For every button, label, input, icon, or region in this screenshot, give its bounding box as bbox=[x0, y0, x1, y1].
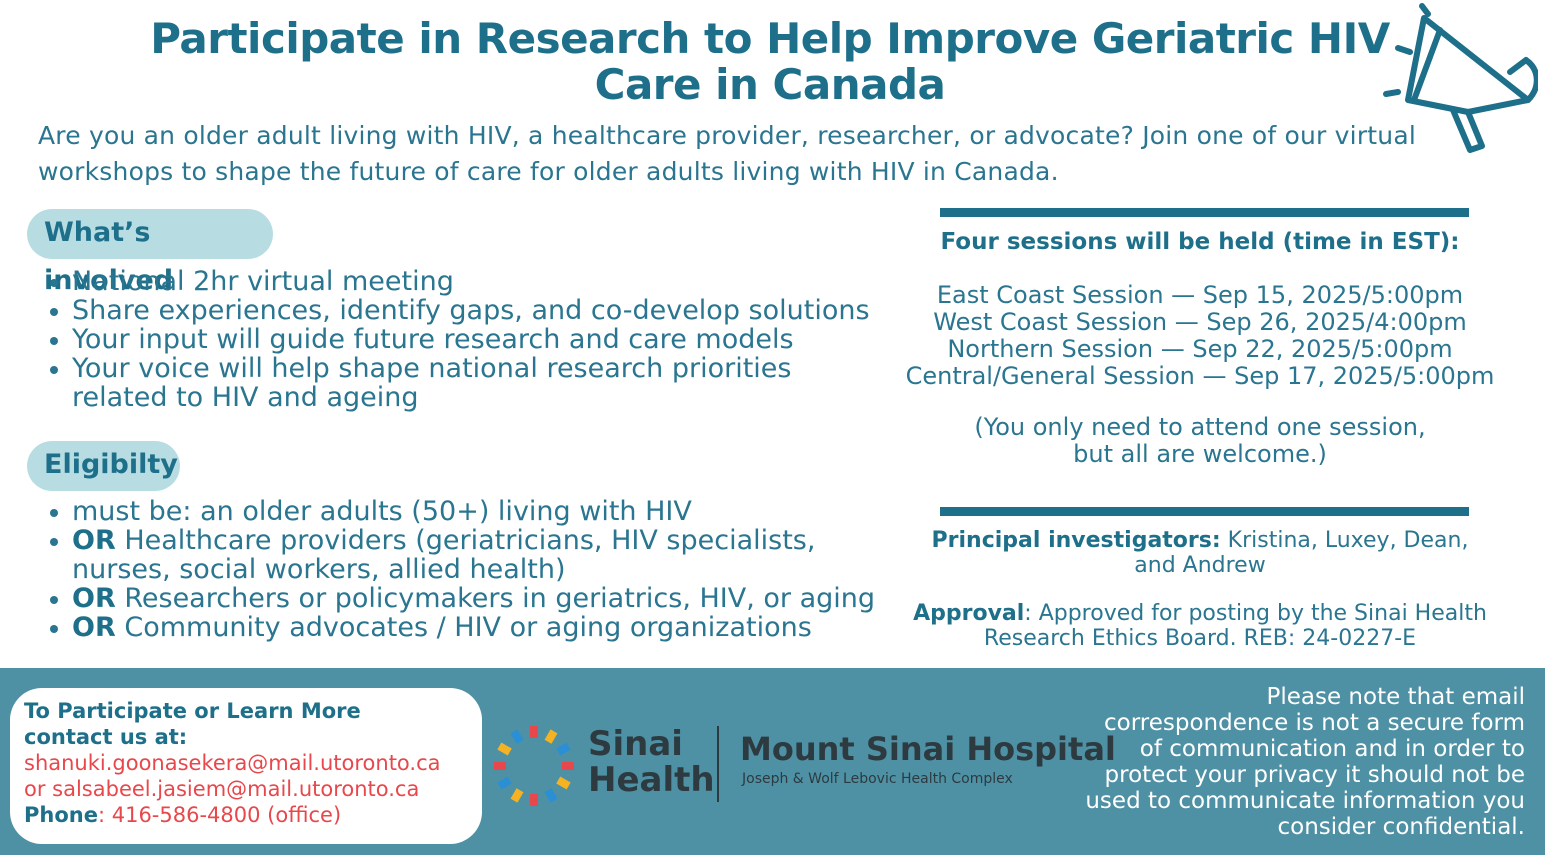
list-item: OR Healthcare providers (geriatricians, … bbox=[46, 526, 876, 584]
list-item: OR Community advocates / HIV or aging or… bbox=[46, 613, 876, 642]
list-item-text: Researchers or policymakers in geriatric… bbox=[124, 583, 876, 614]
approval-value: : Approved for posting by the Sinai Heal… bbox=[983, 601, 1487, 651]
pi-value: Kristina, Luxey, Dean, and Andrew bbox=[1134, 528, 1469, 578]
hospital-name: Mount Sinai Hospital bbox=[740, 730, 1116, 768]
intro-text: Are you an older adult living with HIV, … bbox=[38, 121, 1417, 186]
sessions-heading: Four sessions will be held (time in EST)… bbox=[940, 229, 1460, 255]
list-item-text: Healthcare providers (geriatricians, HIV… bbox=[72, 525, 816, 585]
wordmark-line: Health bbox=[588, 760, 715, 800]
contact-box: To Participate or Learn More contact us … bbox=[10, 688, 482, 844]
wordmark-line: Sinai bbox=[588, 724, 683, 764]
or-label: OR bbox=[72, 583, 116, 614]
session-item: West Coast Session — Sep 26, 2025/4:00pm bbox=[933, 308, 1467, 336]
divider bbox=[940, 507, 1469, 516]
list-item: Your voice will help shape national rese… bbox=[46, 354, 876, 412]
logo-divider bbox=[717, 726, 719, 802]
attendance-note: (You only need to attend one session, bu… bbox=[880, 414, 1520, 468]
eligibility-heading: Eligibilty bbox=[27, 441, 180, 491]
list-item: Share experiences, identify gaps, and co… bbox=[46, 296, 876, 325]
session-item: Northern Session — Sep 22, 2025/5:00pm bbox=[947, 335, 1453, 363]
phone-label: Phone bbox=[24, 803, 98, 827]
sinai-health-logo-icon bbox=[494, 726, 574, 806]
eligibility-list: must be: an older adults (50+) living wi… bbox=[46, 497, 876, 642]
session-item: Central/General Session — Sep 17, 2025/5… bbox=[905, 362, 1495, 390]
list-item: Your input will guide future research an… bbox=[46, 325, 876, 354]
approval-label: Approval bbox=[913, 601, 1025, 626]
note-line: (You only need to attend one session, bbox=[974, 413, 1426, 441]
sessions-list: East Coast Session — Sep 15, 2025/5:00pm… bbox=[880, 282, 1520, 390]
sinai-health-wordmark: Sinai Health bbox=[588, 726, 715, 798]
hospital-subtitle: Joseph & Wolf Lebovic Health Complex bbox=[742, 771, 1013, 787]
footer: To Participate or Learn More contact us … bbox=[0, 668, 1545, 855]
whats-involved-heading: What’s involved bbox=[27, 209, 273, 296]
email-link[interactable]: shanuki.goonasekera@mail.utoronto.ca bbox=[24, 751, 441, 775]
privacy-note: Please note that email correspondence is… bbox=[1085, 684, 1525, 840]
contact-subheading: contact us at: bbox=[24, 725, 188, 749]
principal-investigators: Principal investigators: Kristina, Luxey… bbox=[910, 528, 1490, 578]
session-item: East Coast Session — Sep 15, 2025/5:00pm bbox=[936, 281, 1464, 309]
list-item: OR Researchers or policymakers in geriat… bbox=[46, 584, 876, 613]
pi-label: Principal investigators: bbox=[931, 528, 1221, 553]
involved-list: National 2hr virtual meeting Share exper… bbox=[46, 267, 876, 412]
or-label: OR bbox=[72, 525, 116, 556]
contact-heading: To Participate or Learn More bbox=[24, 699, 361, 723]
phone-line: Phone: 416-586-4800 (office) bbox=[24, 802, 468, 828]
divider bbox=[940, 208, 1469, 217]
phone-value[interactable]: : 416-586-4800 (office) bbox=[97, 803, 342, 827]
page-title: Participate in Research to Help Improve … bbox=[150, 14, 1390, 109]
list-item: must be: an older adults (50+) living wi… bbox=[46, 497, 876, 526]
list-item: National 2hr virtual meeting bbox=[46, 267, 876, 296]
list-item-text: Community advocates / HIV or aging organ… bbox=[124, 612, 812, 643]
or-label: OR bbox=[72, 612, 116, 643]
megaphone-icon bbox=[1383, 3, 1538, 153]
note-line: but all are welcome.) bbox=[1073, 440, 1327, 468]
email-link[interactable]: or salsabeel.jasiem@mail.utoronto.ca bbox=[24, 777, 420, 801]
approval-text: Approval: Approved for posting by the Si… bbox=[900, 601, 1500, 651]
